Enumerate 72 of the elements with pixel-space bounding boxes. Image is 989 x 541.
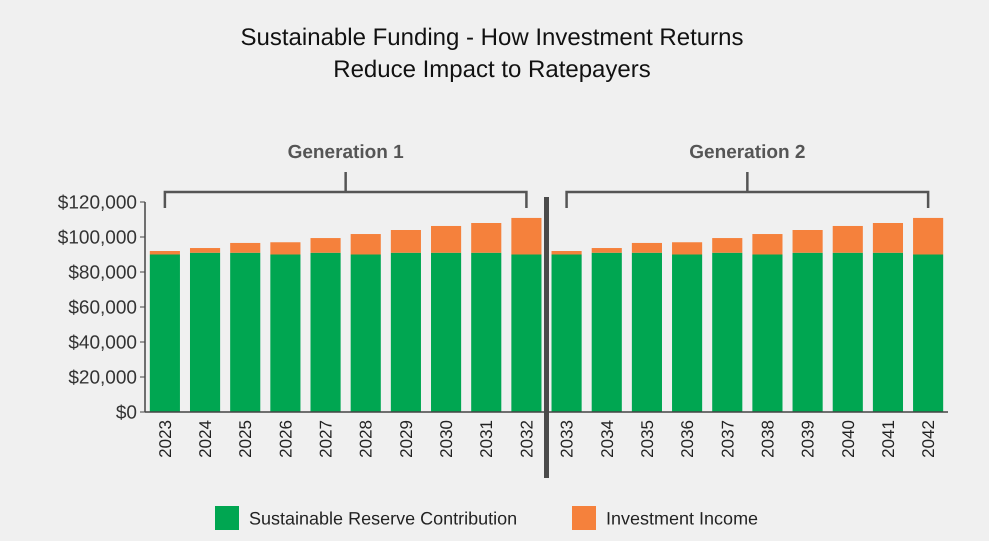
x-tick-label: 2031 — [477, 420, 496, 458]
x-tick-label: 2042 — [919, 420, 938, 458]
x-tick-label: 2034 — [598, 420, 617, 458]
y-tick-label: $60,000 — [68, 298, 137, 319]
bar — [390, 252, 421, 412]
x-tick-label: 2032 — [517, 420, 536, 458]
x-tick-label: 2029 — [396, 420, 416, 458]
x-tick-label: 2024 — [196, 420, 216, 458]
text: Generation 1 — [288, 142, 404, 163]
bar — [310, 238, 341, 253]
bar — [832, 252, 863, 412]
y-tick-label: $20,000 — [68, 368, 137, 389]
bar — [511, 218, 542, 254]
bar — [431, 252, 462, 412]
x-tick-label: 2037 — [718, 420, 738, 458]
bar — [712, 238, 742, 253]
x-tick-label: 2033 — [558, 420, 577, 458]
x-tick-label: 2025 — [236, 420, 256, 458]
x-tick-label: 2041 — [878, 420, 898, 458]
bar — [431, 226, 462, 253]
x-tick-label: 2038 — [758, 420, 778, 458]
y-tick-label: $0 — [116, 402, 137, 424]
bar — [752, 234, 782, 254]
bar — [552, 254, 582, 412]
x-tick-label: 2036 — [678, 420, 698, 458]
x-tick-label: 2026 — [276, 420, 296, 458]
bar — [350, 254, 381, 412]
bar — [190, 248, 220, 253]
legend-label: Investment Income — [606, 508, 758, 528]
bar — [390, 230, 421, 253]
x-tick-label: 2040 — [838, 420, 858, 458]
bar — [592, 248, 622, 253]
y-tick-label: $100,000 — [58, 228, 137, 249]
bar — [832, 226, 863, 253]
bar — [872, 223, 904, 253]
bar — [150, 251, 180, 254]
bar — [632, 242, 662, 253]
bar — [350, 234, 381, 254]
bar — [552, 251, 582, 254]
x-tick-label: 2035 — [638, 420, 657, 458]
bar — [310, 252, 341, 412]
bar — [672, 242, 702, 254]
bar — [592, 252, 622, 412]
bar — [511, 254, 542, 412]
text: Generation 2 — [689, 142, 806, 163]
chart-title: Sustainable Funding - How Investment Returns Reduce Impact to Ratepayers — [240, 24, 744, 83]
bar — [752, 254, 782, 412]
x-tick-label: 2028 — [356, 420, 376, 458]
bar — [270, 254, 300, 412]
bar — [872, 252, 904, 412]
bar — [230, 252, 260, 412]
bar — [190, 252, 220, 412]
x-tick-label: 2030 — [437, 420, 456, 458]
bar — [792, 252, 823, 412]
x-tick-label: 2039 — [798, 420, 818, 458]
bar — [672, 254, 702, 412]
y-tick-label: $40,000 — [68, 332, 137, 354]
legend-label: Sustainable Reserve Contribution — [249, 508, 518, 528]
bar — [150, 254, 180, 412]
x-tick-label: 2023 — [156, 420, 175, 458]
bar — [230, 242, 260, 253]
bar — [913, 254, 944, 412]
bar — [792, 230, 823, 253]
y-tick-label: $80,000 — [68, 262, 137, 284]
bar — [913, 218, 944, 254]
x-tick-label: 2027 — [316, 420, 336, 458]
bar — [471, 223, 502, 253]
bar — [270, 242, 300, 254]
bar — [471, 252, 502, 412]
bar — [632, 252, 662, 412]
bar — [712, 252, 742, 412]
y-tick-label: $120,000 — [58, 192, 137, 214]
